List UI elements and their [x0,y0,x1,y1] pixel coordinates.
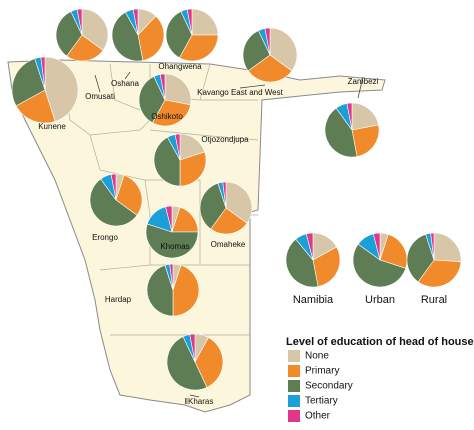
pie-slice [164,73,192,106]
region-label: Khomas [160,242,189,251]
pie-slice [191,8,219,36]
leader-line [124,71,131,80]
pie-slice [199,182,227,230]
summary-label: Rural [421,294,447,306]
region-label: Zambezi [348,77,379,86]
pie-slice [89,178,138,227]
pie-slice [76,8,83,36]
pie-slice [225,181,253,224]
pie-slice [111,11,144,62]
pie-slice [172,264,200,317]
legend-label: None [305,351,329,362]
pie-slice [417,259,462,288]
pie-slice [132,8,139,36]
region-label: Oshikoto [151,112,183,121]
pie-slice [194,337,224,388]
region-label: Kavango East and West [197,88,283,97]
pie-slice [189,333,196,363]
region-label: Kunene [38,122,66,131]
pie-slice [152,99,191,127]
pie-slice [247,54,293,83]
region-label: Hardap [105,295,132,304]
legend-label: Other [305,411,331,422]
pie-slice [44,56,79,122]
pie-slice [179,34,219,62]
pie-slice [40,56,46,91]
pie-slice [406,233,435,283]
pie-slice [379,233,408,269]
legend-label: Primary [305,366,339,377]
pie-slice [346,102,353,131]
pie-slice [165,205,173,233]
pie-slice [430,232,435,261]
pie-slice [66,34,104,62]
pie-slice [352,243,407,288]
pie-slice [285,238,319,288]
pie-slice [137,15,165,61]
pie-slice [15,89,56,124]
pie-slice [222,181,227,209]
legend-title: Level of education of head of household [286,336,474,348]
region-label: ǁKharas [185,397,214,406]
pie-slice [433,232,462,263]
summary-label: Urban [365,294,395,306]
pie-slice [115,174,143,216]
leader-line [357,76,364,99]
pie-slice [324,107,358,158]
legend-swatch [288,395,300,407]
pie-slice [145,223,199,259]
pie-slice [312,246,341,287]
region-label: Otjozondjupa [201,135,249,144]
pie-slice [169,263,174,291]
leader-line [94,74,101,93]
legend-swatch [288,365,300,377]
region-label: Erongo [92,233,118,242]
region-label: Omaheke [211,240,246,249]
pie-slice [153,136,181,187]
pie-slice [264,27,271,56]
legend-swatch [288,410,300,422]
pie-slice [81,8,109,51]
pie-slice [351,124,380,157]
pie-slice [110,173,117,201]
pie-slice [146,264,174,317]
pie-slice [11,58,46,107]
pie-slice [372,232,381,261]
pie-slice [166,336,208,391]
pie-slice [159,73,166,101]
pie-slice [55,11,83,57]
pie-slice [174,133,181,161]
leader-line [189,394,200,398]
pie-slice [179,151,207,187]
pie-slice [138,76,166,124]
region-label: Ohangwena [158,62,202,71]
legend-label: Secondary [305,381,353,392]
legend-label: Tertiary [305,396,338,407]
legend-swatch [288,350,300,362]
region-label: Omusati [85,92,115,101]
pie-slice [305,232,314,261]
pie-slice [186,8,193,36]
pie-slice [165,11,193,59]
pie-slice [351,102,379,131]
pie-slice [210,207,248,235]
legend-swatch [288,380,300,392]
leader-line [239,84,266,89]
region-label: Oshana [111,79,140,88]
summary-label: Namibia [293,294,334,306]
pie-slice [242,30,271,72]
pie-slice [269,27,298,72]
